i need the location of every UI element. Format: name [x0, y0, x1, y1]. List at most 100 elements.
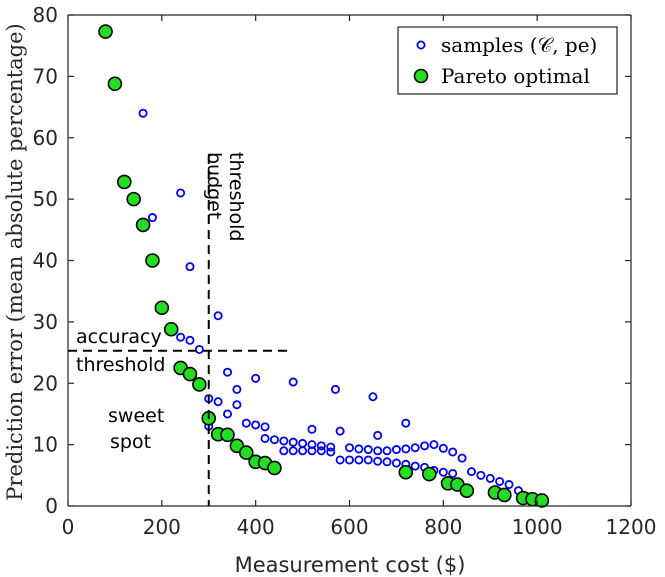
- sample-point: [373, 456, 383, 466]
- sample-point: [485, 473, 495, 483]
- plot-area: [98, 24, 550, 508]
- sample-point: [330, 384, 340, 394]
- sample-point: [213, 311, 223, 321]
- sample-point: [307, 424, 317, 434]
- sweet-spot-line-2: spot: [110, 431, 151, 453]
- x-tick-label: 400: [237, 515, 275, 539]
- y-tick-label: 30: [33, 310, 58, 334]
- sample-point: [307, 440, 317, 450]
- y-tick-label: 0: [45, 494, 58, 518]
- sample-point: [368, 392, 378, 402]
- accuracy-threshold-line-2: threshold: [76, 354, 165, 376]
- sample-point: [363, 445, 373, 455]
- sample-point: [316, 446, 326, 456]
- sample-point: [316, 441, 326, 451]
- x-tick-label: 800: [424, 515, 462, 539]
- pareto-point: [117, 174, 132, 190]
- sample-point: [335, 426, 345, 436]
- pareto-point: [135, 217, 151, 233]
- pareto-point: [182, 366, 198, 382]
- legend-samples-marker: [416, 40, 426, 50]
- sample-point: [176, 188, 186, 198]
- sample-point: [176, 332, 186, 342]
- sweet-spot-line-1: sweet: [108, 405, 164, 427]
- sample-point: [326, 447, 336, 457]
- sample-point: [495, 476, 505, 486]
- pareto-point: [497, 487, 512, 503]
- budget-threshold-label: budget threshold: [203, 152, 247, 241]
- pareto-point: [421, 466, 437, 482]
- y-tick-label: 50: [33, 187, 58, 211]
- sample-point: [288, 437, 298, 447]
- sample-point: [232, 384, 242, 394]
- sample-point: [382, 457, 392, 467]
- y-tick-label: 70: [33, 64, 58, 88]
- sample-point: [373, 430, 383, 440]
- x-tick-label: 600: [330, 515, 368, 539]
- y-axis-label: Prediction error (mean absolute percenta…: [3, 23, 27, 500]
- sample-point: [457, 453, 467, 463]
- sample-point: [401, 444, 411, 454]
- pareto-point: [126, 191, 141, 207]
- sample-point: [232, 400, 242, 410]
- y-tick-label: 80: [33, 3, 58, 27]
- legend-pareto-marker: [413, 68, 429, 84]
- pareto-point: [534, 493, 550, 508]
- sample-point: [448, 447, 458, 457]
- sample-point: [298, 446, 308, 456]
- x-ticks: 0 200 400 600 800 1000 1200: [62, 15, 657, 539]
- sample-point: [335, 455, 345, 465]
- y-tick-label: 40: [33, 249, 58, 273]
- sample-point: [269, 435, 279, 445]
- legend-pareto-label: Pareto optimal: [441, 64, 590, 88]
- x-tick-label: 0: [62, 515, 75, 539]
- x-tick-label: 200: [143, 515, 181, 539]
- sample-point: [410, 443, 420, 453]
- pareto-point: [267, 460, 282, 476]
- legend-samples-label: samples (𝒞, pe): [441, 33, 597, 57]
- sample-point: [260, 422, 270, 432]
- sample-point: [288, 446, 298, 456]
- sample-point: [185, 262, 195, 272]
- sample-point: [241, 418, 251, 428]
- pareto-point: [107, 76, 123, 92]
- sample-point: [373, 446, 383, 456]
- sample-point: [476, 470, 486, 480]
- sample-point: [504, 480, 514, 490]
- budget-threshold-line-1: budget: [203, 152, 225, 219]
- pareto-point: [220, 427, 235, 443]
- sample-point: [420, 441, 430, 451]
- y-tick-label: 20: [33, 371, 58, 395]
- sample-point: [438, 443, 448, 453]
- pareto-series: [98, 24, 550, 508]
- sample-point: [251, 373, 261, 383]
- sample-point: [326, 442, 336, 452]
- sample-point: [279, 436, 289, 446]
- sample-point: [307, 446, 317, 456]
- sample-point: [213, 397, 223, 407]
- axes-frame: 0 200 400 600 800 1000 1200 0 10 20 30 40 50 60 70 80: [33, 3, 657, 539]
- sample-point: [251, 420, 261, 430]
- sample-point: [344, 455, 354, 465]
- sample-point: [438, 467, 448, 477]
- pareto-point: [398, 464, 414, 480]
- budget-threshold-line-2: threshold: [225, 152, 247, 241]
- pareto-point: [154, 300, 170, 316]
- sample-point: [260, 433, 270, 443]
- sample-point: [391, 445, 401, 455]
- pareto-point: [163, 321, 179, 337]
- y-ticks: 0 10 20 30 40 50 60 70 80: [33, 3, 631, 518]
- pareto-point: [238, 445, 254, 460]
- sample-point: [363, 455, 373, 465]
- x-tick-label: 1200: [606, 515, 657, 539]
- pareto-point: [192, 377, 207, 392]
- sample-point: [410, 461, 420, 471]
- sample-point: [279, 446, 289, 456]
- sample-point: [288, 377, 298, 387]
- sample-point: [466, 467, 476, 477]
- x-tick-label: 1000: [512, 515, 563, 539]
- samples-series: [138, 108, 533, 502]
- sample-point: [354, 455, 364, 465]
- sample-point: [391, 458, 401, 468]
- sample-point: [185, 335, 195, 345]
